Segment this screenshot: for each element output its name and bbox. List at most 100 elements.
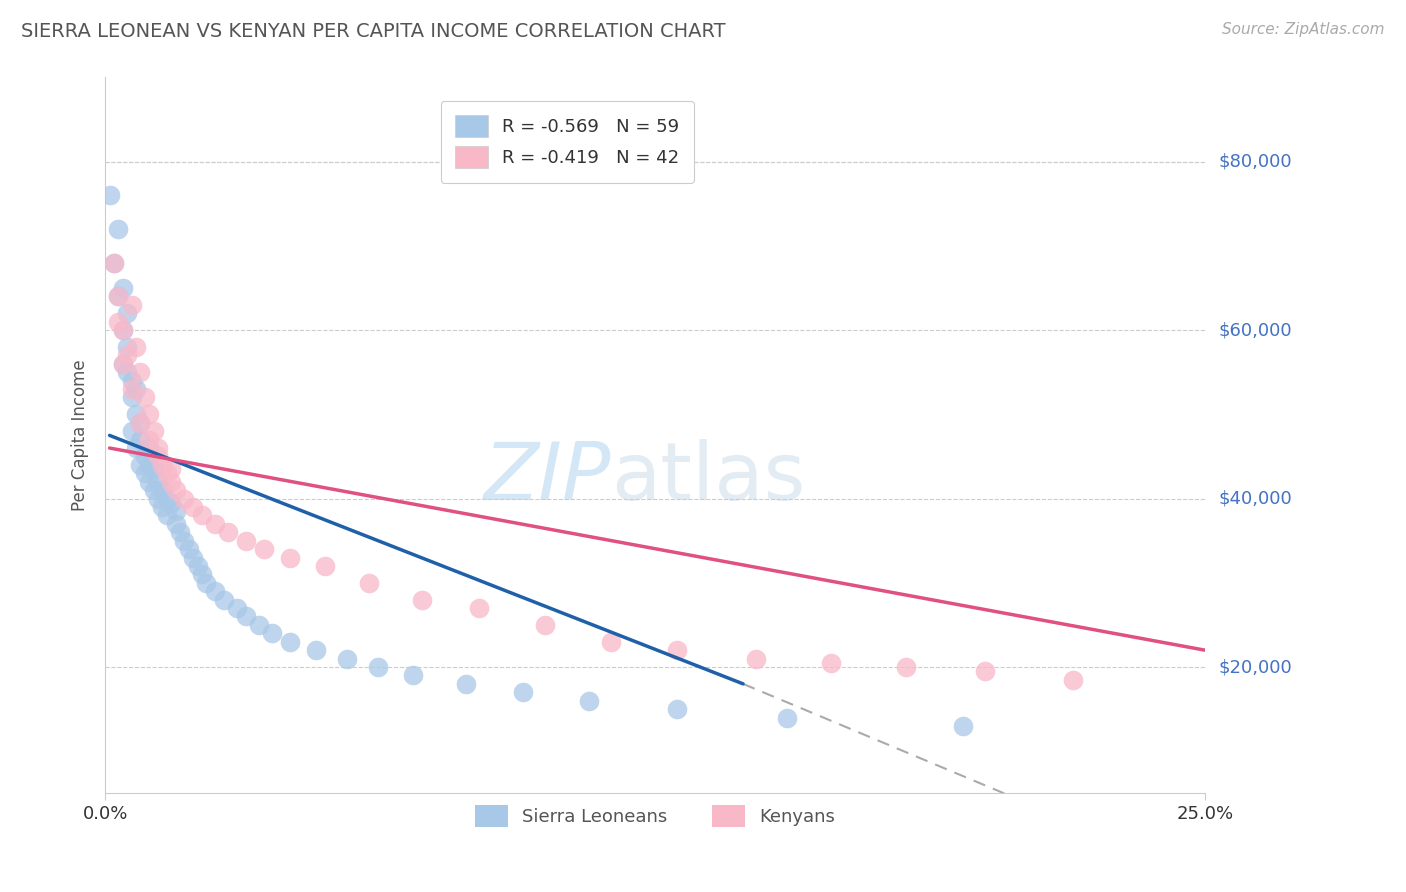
Point [115, 340, 138, 354]
Point [115, 348, 138, 362]
Point [181, 500, 204, 514]
Point [121, 424, 143, 438]
Point [217, 525, 239, 540]
Point [125, 340, 148, 354]
Point [367, 660, 389, 674]
Point [262, 626, 284, 640]
Point [820, 656, 842, 670]
Text: $80,000: $80,000 [1219, 153, 1292, 170]
Point [359, 575, 381, 590]
Point [204, 516, 226, 531]
Point [103, 256, 125, 270]
Point [138, 475, 160, 489]
Point [974, 664, 997, 678]
Text: ZIP: ZIP [484, 440, 612, 517]
Legend: Sierra Leoneans, Kenyans: Sierra Leoneans, Kenyans [468, 798, 842, 834]
Point [125, 382, 148, 396]
Point [534, 618, 557, 632]
Point [512, 685, 534, 699]
Point [191, 567, 214, 582]
Point [134, 450, 156, 464]
Point [138, 441, 160, 455]
Point [129, 365, 152, 379]
Point [107, 289, 129, 303]
Point [160, 496, 183, 510]
Point [129, 416, 152, 430]
Point [314, 558, 336, 573]
Point [165, 483, 187, 497]
Point [402, 668, 425, 682]
Point [952, 719, 974, 733]
Point [1062, 673, 1084, 687]
Text: Source: ZipAtlas.com: Source: ZipAtlas.com [1222, 22, 1385, 37]
Point [129, 458, 152, 472]
Point [98, 188, 121, 202]
Point [121, 391, 143, 405]
Point [165, 516, 187, 531]
Point [146, 441, 169, 455]
Point [173, 491, 195, 506]
Text: $60,000: $60,000 [1219, 321, 1292, 339]
Point [134, 467, 156, 481]
Point [278, 550, 301, 565]
Point [160, 475, 183, 489]
Point [138, 458, 160, 472]
Point [226, 601, 249, 615]
Point [152, 500, 174, 514]
Point [156, 467, 179, 481]
Point [336, 651, 359, 665]
Point [125, 441, 148, 455]
Point [745, 651, 768, 665]
Point [454, 677, 477, 691]
Point [125, 408, 148, 422]
Text: $20,000: $20,000 [1219, 658, 1292, 676]
Point [278, 634, 301, 648]
Point [121, 374, 143, 388]
Point [204, 584, 226, 599]
Point [160, 462, 183, 476]
Text: SIERRA LEONEAN VS KENYAN PER CAPITA INCOME CORRELATION CHART: SIERRA LEONEAN VS KENYAN PER CAPITA INCO… [21, 22, 725, 41]
Point [191, 508, 214, 523]
Point [121, 382, 143, 396]
Point [146, 450, 169, 464]
Point [121, 298, 143, 312]
Point [305, 643, 328, 657]
Point [212, 592, 235, 607]
Point [247, 618, 270, 632]
Point [468, 601, 491, 615]
Point [578, 694, 600, 708]
Point [142, 483, 165, 497]
Point [776, 710, 799, 724]
Y-axis label: Per Capita Income: Per Capita Income [72, 359, 89, 511]
Point [235, 609, 257, 624]
Point [142, 424, 165, 438]
Point [134, 391, 156, 405]
Point [111, 357, 134, 371]
Point [181, 550, 204, 565]
Point [169, 525, 191, 540]
Point [235, 533, 257, 548]
Point [115, 306, 138, 320]
Point [666, 643, 689, 657]
Point [111, 281, 134, 295]
Point [138, 408, 160, 422]
Point [146, 491, 169, 506]
Point [107, 289, 129, 303]
Point [111, 357, 134, 371]
Point [111, 323, 134, 337]
Point [152, 483, 174, 497]
Point [252, 542, 274, 557]
Point [156, 491, 179, 506]
Point [666, 702, 689, 716]
Point [103, 256, 125, 270]
Text: $40,000: $40,000 [1219, 490, 1292, 508]
Point [600, 634, 623, 648]
Point [129, 433, 152, 447]
Point [156, 508, 179, 523]
Point [111, 323, 134, 337]
Point [894, 660, 917, 674]
Text: atlas: atlas [612, 440, 806, 517]
Point [146, 475, 169, 489]
Point [187, 558, 209, 573]
Point [165, 504, 187, 518]
